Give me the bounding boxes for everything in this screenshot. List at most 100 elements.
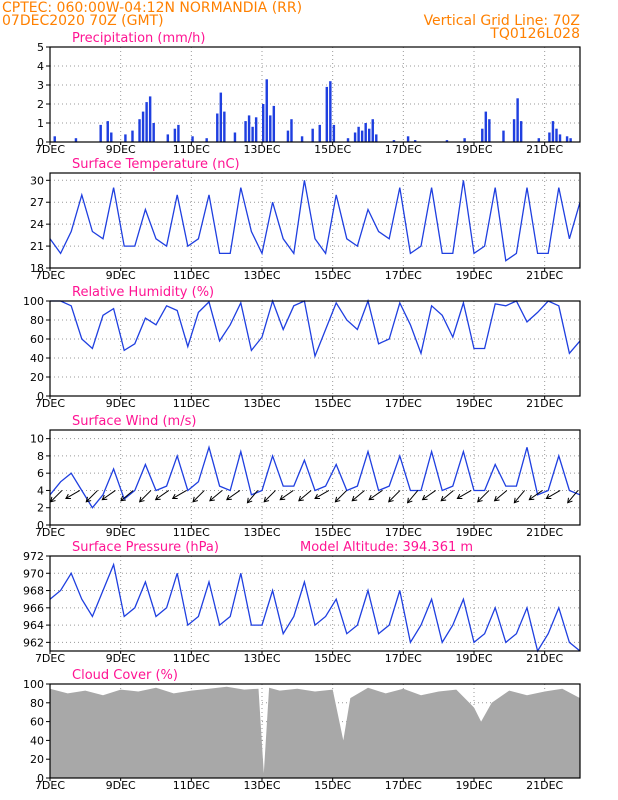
precip-bar [318,124,321,142]
precip-bar [360,130,364,142]
precip-bar [353,132,357,142]
x-tick-label: 9DEC [106,779,136,792]
precip-bar [392,140,396,142]
panel-3: 0 2 4 6 8 10 7DEC 9DEC 11DEC 13DEC 15DEC 17DEC 19DEC… [30,414,581,539]
wind-arrow [298,490,312,502]
x-tick-label: 7DEC [35,652,65,665]
precip-bar [262,104,265,142]
y-tick-label: 4 [37,60,44,73]
x-tick-label: 9DEC [106,526,136,539]
x-tick-label: 21DEC [526,269,563,282]
precip-bar [138,119,141,142]
y-tick-label: 100 [23,678,44,691]
wind-arrow [155,490,170,501]
wind-arrow-head [192,496,199,503]
precip-bar [311,128,314,142]
wind-arrow [85,490,98,503]
x-tick-label: 13DEC [243,779,280,792]
x-tick-label: 9DEC [106,397,136,410]
wind-arrow-head [513,497,520,504]
precip-bar [145,102,148,142]
precip-bar [368,128,371,142]
x-tick-label: 21DEC [526,397,563,410]
wind-arrow [263,490,276,503]
precip-bar [325,86,329,142]
wind-arrow [247,490,259,504]
wind-arrow [172,490,187,499]
wind-arrow [567,490,579,504]
precip-bar [512,119,516,142]
wind-arrow-head [50,496,56,503]
panel-title: Surface Pressure (hPa) [72,540,219,555]
wind-arrow [546,490,561,499]
x-tick-label: 21DEC [526,779,563,792]
x-tick-label: 17DEC [385,397,422,410]
precip-bar [74,138,78,142]
precip-bar [502,130,505,142]
wind-arrow-head [528,494,535,501]
x-tick-label: 19DEC [455,269,492,282]
precip-bar [516,98,519,142]
precip-bar [191,136,194,142]
wind-arrow-head [65,493,71,500]
y-tick-label: 60 [30,716,44,729]
wind-arrow [351,490,365,502]
precip-bar [481,128,484,142]
x-tick-label: 19DEC [455,526,492,539]
x-tick-label: 9DEC [106,652,136,665]
y-tick-label: 1 [37,117,44,130]
wind-arrow [422,490,436,501]
x-tick-label: 15DEC [314,652,351,665]
panel-frame [49,172,581,269]
x-tick-label: 17DEC [385,652,422,665]
x-tick-label: 19DEC [455,143,492,156]
wind-arrow-head [298,495,304,502]
y-tick-label: 80 [30,314,44,327]
wind-arrow-head [246,497,253,504]
wind-arrow [65,490,81,499]
wind-arrow [139,490,152,503]
precip-bar [219,92,223,142]
x-tick-label: 17DEC [385,779,422,792]
wind-arrow [529,490,543,501]
wind-arrow [513,490,526,504]
wind-arrow-head [154,494,161,501]
precip-bar [332,124,336,142]
y-tick-label: 962 [23,636,44,649]
wind-arrow [50,490,63,503]
y-tick-label: 100 [23,295,44,308]
wind-arrow-head [493,495,500,502]
precip-bar [519,121,523,142]
x-tick-label: 7DEC [35,397,65,410]
precip-bar [565,136,569,142]
precip-bar [346,138,350,142]
x-tick-label: 9DEC [106,269,136,282]
cloud-area [50,686,580,778]
wind-arrow-head [421,494,428,501]
x-tick-label: 19DEC [455,652,492,665]
panel-frame [49,46,581,143]
precip-bar [537,138,541,142]
y-tick-label: 0 [37,772,44,785]
run-date-header: 07DEC2020 70Z (GMT) [2,13,164,29]
precip-bar [269,115,272,142]
y-tick-label: 6 [37,467,44,480]
y-tick-label: 0 [37,390,44,403]
wind-arrow [477,490,490,503]
precip-bar [152,123,155,142]
precip-bar [445,140,449,142]
wind-arrow [279,490,294,501]
x-tick-label: 11DEC [173,397,210,410]
precip-bar [375,134,378,142]
wind-arrow [440,490,454,502]
wind-arrow-head [138,496,145,503]
precip-bar [247,115,251,142]
precip-bar [357,126,360,142]
x-tick-label: 11DEC [173,779,210,792]
precip-bar [290,119,293,142]
x-tick-label: 11DEC [173,269,210,282]
wind-arrow-head [209,495,215,502]
y-tick-label: 40 [30,734,44,747]
wind-arrow-head [351,495,358,502]
